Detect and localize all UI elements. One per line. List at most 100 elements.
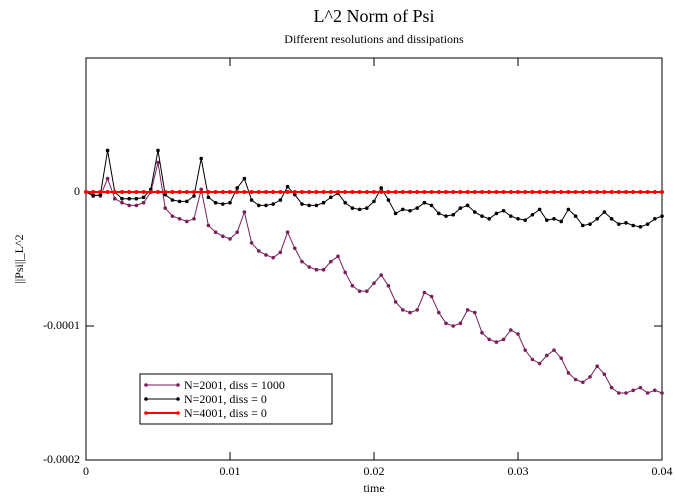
series-point [329, 195, 333, 200]
series-point [285, 190, 290, 194]
series-point [372, 190, 376, 194]
series-point [523, 348, 527, 352]
series-point [235, 230, 239, 234]
series-point [458, 190, 463, 194]
series-point [537, 207, 542, 212]
legend-marker [144, 397, 148, 401]
series-point [293, 246, 297, 251]
series-point [257, 203, 261, 208]
series-point [177, 217, 182, 221]
series-point [408, 310, 412, 315]
series-point [645, 190, 650, 194]
series-point [170, 190, 175, 194]
series-point [127, 203, 131, 208]
series-point [350, 206, 355, 210]
series-point [199, 190, 204, 194]
series-point [588, 375, 592, 379]
series-point [300, 202, 304, 206]
series-point [609, 217, 614, 221]
x-tick-label: 0.02 [364, 464, 385, 478]
series-point [472, 190, 477, 194]
series-point [242, 190, 247, 194]
series-point [566, 207, 571, 212]
series-point [408, 208, 412, 213]
series-point [494, 340, 499, 344]
series-point [501, 337, 506, 342]
series-point [573, 190, 578, 194]
series-point [134, 196, 139, 201]
series-point [242, 210, 247, 214]
series-point [249, 190, 254, 194]
series-point [451, 212, 456, 217]
series-point [429, 203, 434, 208]
legend-marker [176, 397, 180, 401]
series-point [566, 371, 571, 375]
series-point [444, 321, 448, 326]
y-tick-label: 0 [74, 184, 80, 198]
legend-marker [144, 383, 148, 387]
series-point [105, 176, 110, 181]
series-point [509, 214, 513, 218]
series-point [487, 217, 492, 221]
series-point [221, 234, 225, 239]
series-point [278, 190, 283, 194]
series-point [624, 221, 628, 225]
series-point [177, 190, 182, 194]
series-point [480, 190, 484, 194]
series-point [336, 190, 340, 194]
series-point [653, 217, 657, 221]
series-point [581, 380, 585, 385]
series-point [206, 223, 211, 228]
series-point [98, 190, 103, 194]
series-point [213, 200, 218, 205]
series-point [141, 195, 146, 200]
series-point [552, 217, 556, 221]
y-tick-label: -0.0002 [43, 452, 80, 466]
series-point [429, 294, 434, 299]
series-point [523, 218, 527, 222]
series-point [415, 308, 420, 312]
series-point [451, 324, 456, 328]
series-point [120, 200, 124, 205]
x-tick-label: 0 [83, 464, 89, 478]
series-point [595, 190, 600, 194]
series-point [638, 385, 643, 390]
series-point [437, 211, 441, 216]
series-point [573, 214, 578, 218]
series-point [379, 273, 384, 277]
series-point [242, 176, 247, 181]
x-tick-label: 0.03 [508, 464, 529, 478]
series-point [357, 190, 362, 194]
series-point [256, 190, 261, 194]
series-point [314, 267, 319, 272]
legend-box [139, 373, 333, 425]
series-point [141, 190, 146, 194]
series-point [228, 237, 232, 241]
series-point [501, 190, 506, 194]
series-point [307, 203, 312, 208]
series-point [379, 190, 384, 194]
series-point [602, 210, 607, 214]
series-point [616, 190, 621, 194]
series-point [602, 372, 607, 377]
series-point [148, 190, 153, 194]
series-point [192, 217, 196, 221]
series-point [177, 199, 182, 204]
series-point [163, 190, 168, 194]
series-point [638, 190, 643, 194]
y-tick-label: -0.0001 [43, 318, 80, 332]
series-point [249, 198, 254, 202]
series-point [645, 391, 650, 395]
series-point [213, 230, 218, 234]
series-point [545, 353, 549, 358]
series-point [307, 190, 312, 194]
series-point [444, 214, 448, 218]
series-point [609, 190, 614, 194]
series-point [516, 332, 520, 336]
series-point [379, 186, 384, 190]
series-point [141, 200, 146, 205]
x-axis-label: time [363, 481, 384, 495]
series-point [393, 300, 398, 304]
series-point [552, 348, 556, 352]
series-point [235, 190, 240, 194]
